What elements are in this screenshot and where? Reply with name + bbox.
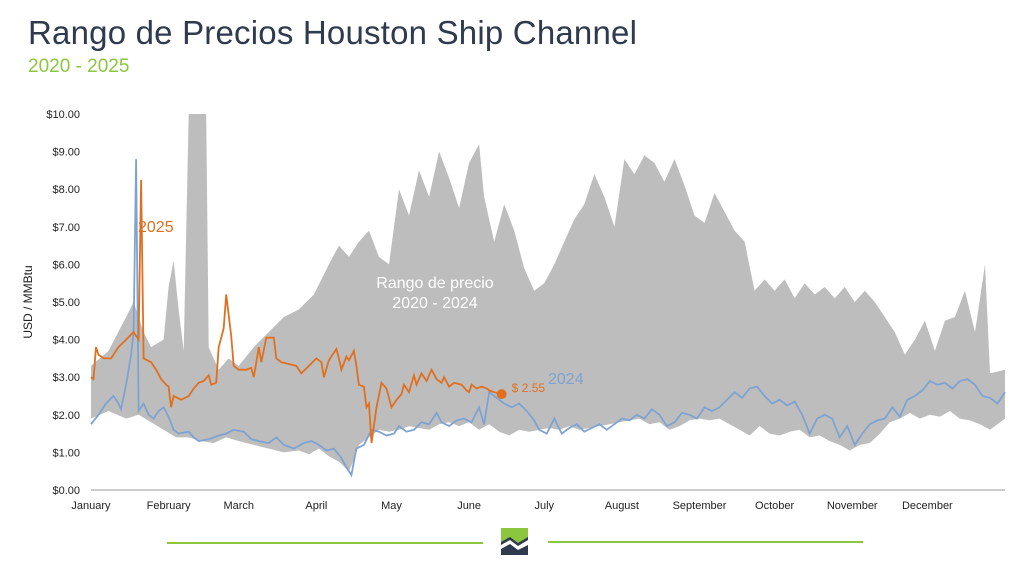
series-label-2025: 2025 xyxy=(138,219,174,236)
y-tick-label: $4.00 xyxy=(52,335,80,347)
x-tick-label: June xyxy=(457,500,481,512)
series-2025-end-value-label: $ 2.55 xyxy=(512,381,546,395)
page-title: Rango de Precios Houston Ship Channel xyxy=(28,14,638,51)
brand-logo-icon xyxy=(501,528,528,555)
y-tick-label: $2.00 xyxy=(52,410,80,422)
x-tick-label: May xyxy=(381,500,402,512)
x-tick-label: March xyxy=(223,500,254,512)
y-tick-label: $7.00 xyxy=(52,222,80,234)
price-range-area xyxy=(91,114,1005,472)
x-tick-label: September xyxy=(673,500,727,512)
series-line-2025 xyxy=(90,179,502,444)
series-label-2024: 2024 xyxy=(548,371,584,388)
range-label-line-2: 2020 - 2024 xyxy=(392,295,478,312)
y-tick-label: $1.00 xyxy=(52,447,80,459)
x-tick-label: December xyxy=(902,500,953,512)
x-tick-label: July xyxy=(534,500,554,512)
series-2025-end-marker xyxy=(496,389,507,400)
y-tick-label: $6.00 xyxy=(52,259,80,271)
x-tick-label: November xyxy=(827,500,878,512)
x-tick-label: April xyxy=(305,500,327,512)
y-tick-label: $5.00 xyxy=(52,297,80,309)
x-tick-label: February xyxy=(147,500,192,512)
footer-rule-right xyxy=(548,541,863,543)
x-tick-label: August xyxy=(605,500,639,512)
y-axis-ticks: $0.00 $1.00 $2.00 $3.00 $4.00 $5.00 $6.00 $7.00… xyxy=(46,109,80,497)
y-axis-label: USD / MMBtu xyxy=(21,265,35,338)
y-tick-label: $0.00 xyxy=(52,485,80,497)
range-label-line-1: Rango de precio xyxy=(376,275,494,292)
footer-rule-left xyxy=(167,542,483,544)
x-axis-ticks: January February March April May June July Augu… xyxy=(71,500,953,512)
page-subtitle: 2020 - 2025 xyxy=(28,56,130,77)
y-tick-label: $8.00 xyxy=(52,184,80,196)
x-tick-label: January xyxy=(71,500,111,512)
y-tick-label: $10.00 xyxy=(46,109,80,121)
y-tick-label: $9.00 xyxy=(52,147,80,159)
x-tick-label: October xyxy=(755,500,794,512)
y-tick-label: $3.00 xyxy=(52,372,80,384)
series-line-2024 xyxy=(90,159,1006,478)
